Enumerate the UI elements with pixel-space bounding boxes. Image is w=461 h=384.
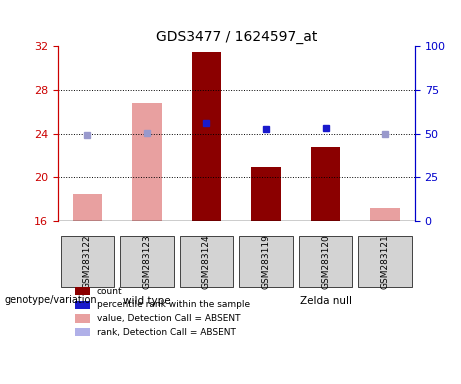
FancyBboxPatch shape <box>358 236 412 287</box>
Text: GSM283122: GSM283122 <box>83 234 92 289</box>
Text: GSM283124: GSM283124 <box>202 234 211 289</box>
Bar <box>72 194 102 221</box>
Bar <box>132 103 162 221</box>
Text: GSM283120: GSM283120 <box>321 234 330 289</box>
Bar <box>192 51 221 221</box>
Text: rank, Detection Call = ABSENT: rank, Detection Call = ABSENT <box>97 328 236 337</box>
Bar <box>76 301 90 309</box>
Bar <box>76 287 90 295</box>
Text: GSM283119: GSM283119 <box>261 234 271 289</box>
FancyBboxPatch shape <box>180 236 233 287</box>
Text: count: count <box>97 286 123 296</box>
FancyBboxPatch shape <box>239 291 412 310</box>
Text: percentile rank within the sample: percentile rank within the sample <box>97 300 250 309</box>
Text: GSM283121: GSM283121 <box>381 234 390 289</box>
Bar <box>76 314 90 323</box>
Text: Zelda null: Zelda null <box>300 296 352 306</box>
FancyBboxPatch shape <box>60 236 114 287</box>
Bar <box>76 328 90 336</box>
Bar <box>251 167 281 221</box>
FancyBboxPatch shape <box>60 291 233 310</box>
Text: GSM283123: GSM283123 <box>142 234 152 289</box>
Text: genotype/variation: genotype/variation <box>5 295 97 305</box>
Bar <box>311 147 341 221</box>
FancyBboxPatch shape <box>239 236 293 287</box>
Bar <box>370 208 400 221</box>
Text: wild type: wild type <box>123 296 171 306</box>
FancyBboxPatch shape <box>120 236 174 287</box>
Title: GDS3477 / 1624597_at: GDS3477 / 1624597_at <box>155 30 317 44</box>
Text: value, Detection Call = ABSENT: value, Detection Call = ABSENT <box>97 314 241 323</box>
FancyBboxPatch shape <box>299 236 352 287</box>
